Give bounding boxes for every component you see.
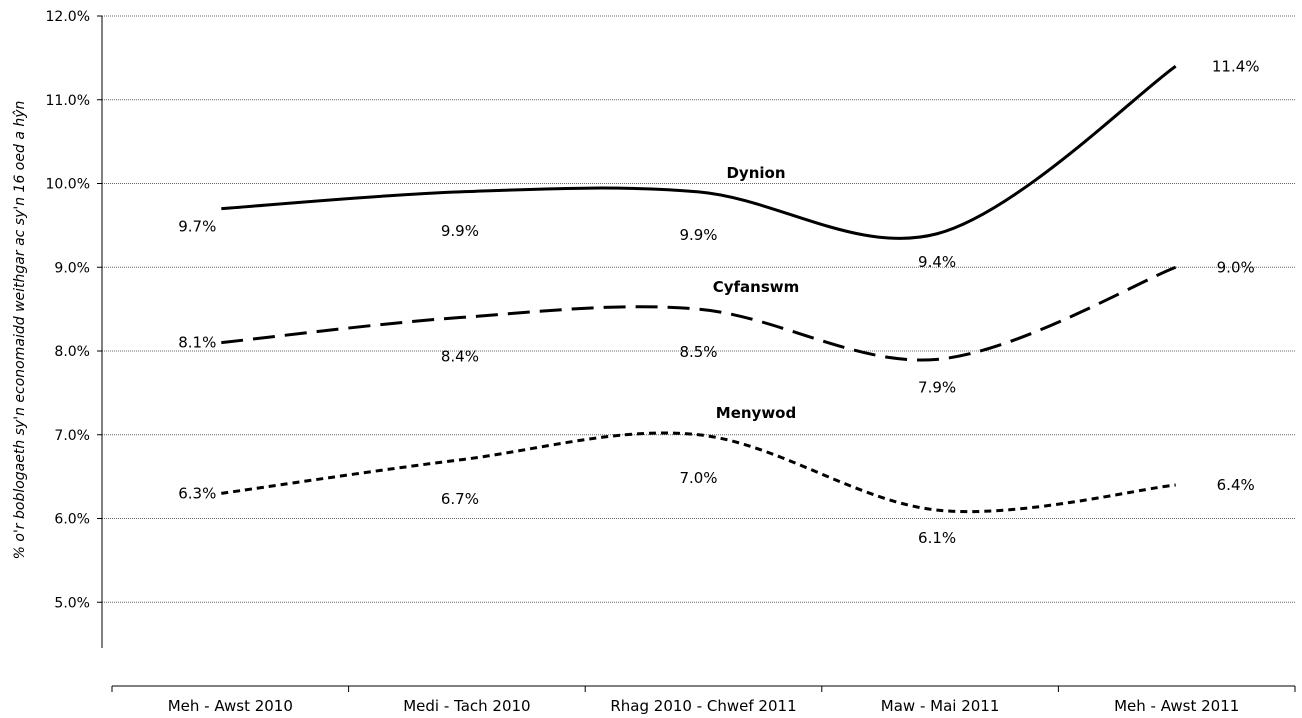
- data-label: 6.3%: [178, 484, 216, 502]
- y-tick-label: 5.0%: [54, 595, 90, 611]
- data-label: 8.5%: [679, 343, 717, 361]
- series-name-label: Cyfanswm: [713, 278, 800, 296]
- series-line-cyfanswm: [221, 265, 1177, 362]
- data-label: 8.4%: [441, 348, 479, 366]
- y-tick-label: 9.0%: [54, 260, 90, 276]
- data-label: 9.4%: [918, 253, 956, 271]
- x-tick-label: Rhag 2010 - Chwef 2011: [610, 697, 796, 715]
- axes: 5.0% 6.0% 7.0% 8.0% 9.0% 10.0% 11.0% 12.0% Meh -…: [46, 9, 1296, 715]
- data-label: 8.1%: [178, 334, 216, 352]
- y-axis-label: % o'r boblogaeth sy'n economaidd weithga…: [12, 101, 28, 560]
- data-label: 9.9%: [441, 222, 479, 240]
- y-tick-label: 7.0%: [54, 428, 90, 444]
- y-tick-label: 11.0%: [46, 93, 90, 109]
- series-line-menywod: [221, 431, 1176, 514]
- data-label: 7.9%: [918, 378, 956, 396]
- series-name-label: Dynion: [726, 164, 785, 182]
- y-tick-label: 6.0%: [54, 512, 90, 528]
- data-label: 9.0%: [1217, 258, 1255, 276]
- x-tick-label: Maw - Mai 2011: [881, 697, 1000, 715]
- series-lines: [221, 65, 1177, 514]
- data-labels: 9.7% 9.9% 9.9% 9.4% 11.4% Dynion 8.1% 8.4% 8.5% 7…: [178, 57, 1259, 547]
- series-line-dynion: [221, 65, 1177, 240]
- x-tick-label: Medi - Tach 2010: [403, 697, 530, 715]
- y-tick-label: 10.0%: [46, 177, 90, 193]
- y-tick-label: 12.0%: [46, 9, 90, 25]
- x-tick-label: Meh - Awst 2011: [1114, 697, 1239, 715]
- data-label: 6.7%: [441, 490, 479, 508]
- data-label: 7.0%: [679, 469, 717, 487]
- data-label: 6.1%: [918, 529, 956, 547]
- data-label: 9.9%: [679, 226, 717, 244]
- x-tick-label: Meh - Awst 2010: [168, 697, 293, 715]
- data-label: 6.4%: [1217, 476, 1255, 494]
- series-name-label: Menywod: [716, 404, 796, 422]
- y-tick-label: 8.0%: [54, 344, 90, 360]
- gridlines: [102, 15, 1295, 603]
- data-label: 9.7%: [178, 218, 216, 236]
- data-label: 11.4%: [1212, 57, 1260, 75]
